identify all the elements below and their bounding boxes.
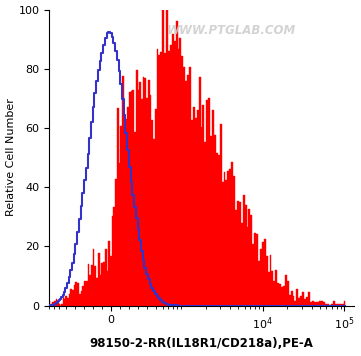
Text: WWW.PTGLAB.COM: WWW.PTGLAB.COM — [167, 24, 296, 37]
X-axis label: 98150-2-RR(IL18R1/CD218a),PE-A: 98150-2-RR(IL18R1/CD218a),PE-A — [90, 337, 313, 350]
Y-axis label: Relative Cell Number: Relative Cell Number — [5, 99, 16, 216]
